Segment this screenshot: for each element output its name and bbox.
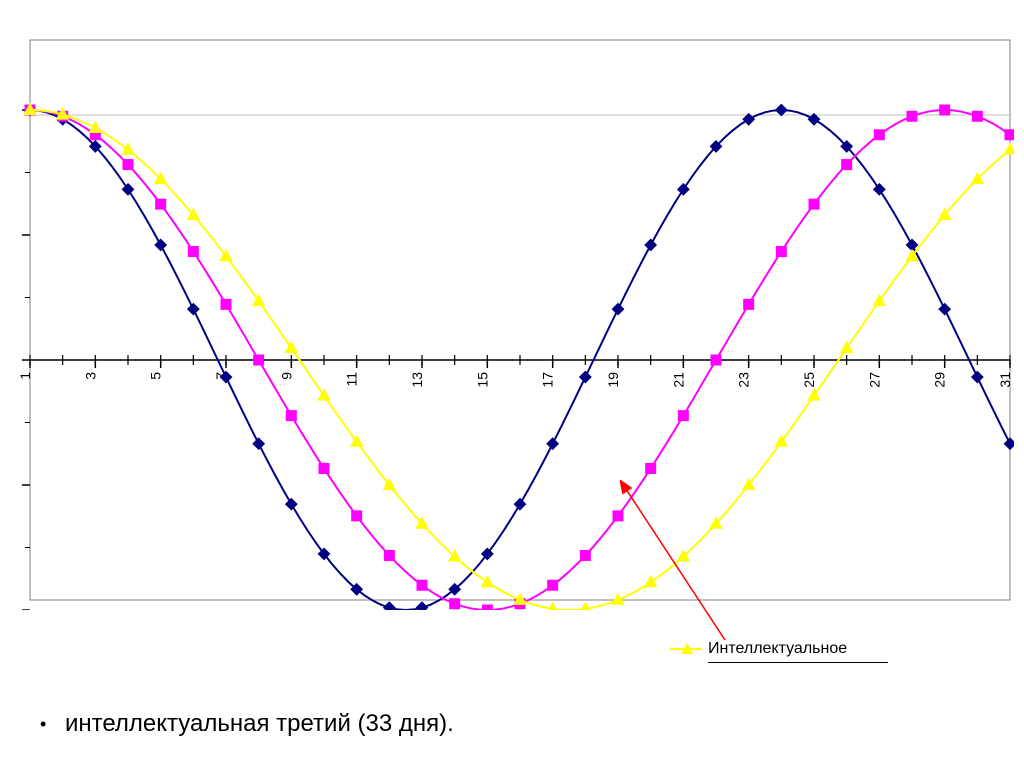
svg-text:3: 3	[82, 372, 98, 380]
chart-container: 135791113151719212325272931	[10, 30, 1014, 610]
legend-label: Интеллектуальное	[708, 640, 847, 658]
svg-text:27: 27	[866, 372, 882, 388]
legend-line	[670, 648, 702, 650]
caption-content: интеллектуальная третий (33 дня).	[65, 710, 454, 737]
legend-item-intellectual: Интеллектуальное	[670, 640, 888, 658]
svg-text:5: 5	[148, 372, 164, 380]
svg-text:15: 15	[474, 372, 490, 388]
svg-text:29: 29	[932, 372, 948, 388]
svg-text:31: 31	[997, 372, 1013, 388]
svg-text:25: 25	[801, 372, 817, 388]
chart-legend: Интеллектуальное	[670, 640, 888, 663]
triangle-icon	[681, 643, 693, 654]
svg-text:1: 1	[17, 372, 33, 380]
biorhythm-chart: 135791113151719212325272931	[10, 30, 1014, 610]
svg-text:19: 19	[605, 372, 621, 388]
legend-underline	[708, 662, 888, 663]
svg-text:9: 9	[278, 372, 294, 380]
svg-text:23: 23	[736, 372, 752, 388]
svg-text:13: 13	[409, 372, 425, 388]
svg-text:11: 11	[344, 372, 360, 387]
svg-text:17: 17	[540, 372, 556, 388]
caption-text: • интеллектуальная третий (33 дня).	[40, 710, 454, 738]
svg-text:21: 21	[670, 372, 686, 388]
bullet-icon: •	[40, 714, 46, 735]
